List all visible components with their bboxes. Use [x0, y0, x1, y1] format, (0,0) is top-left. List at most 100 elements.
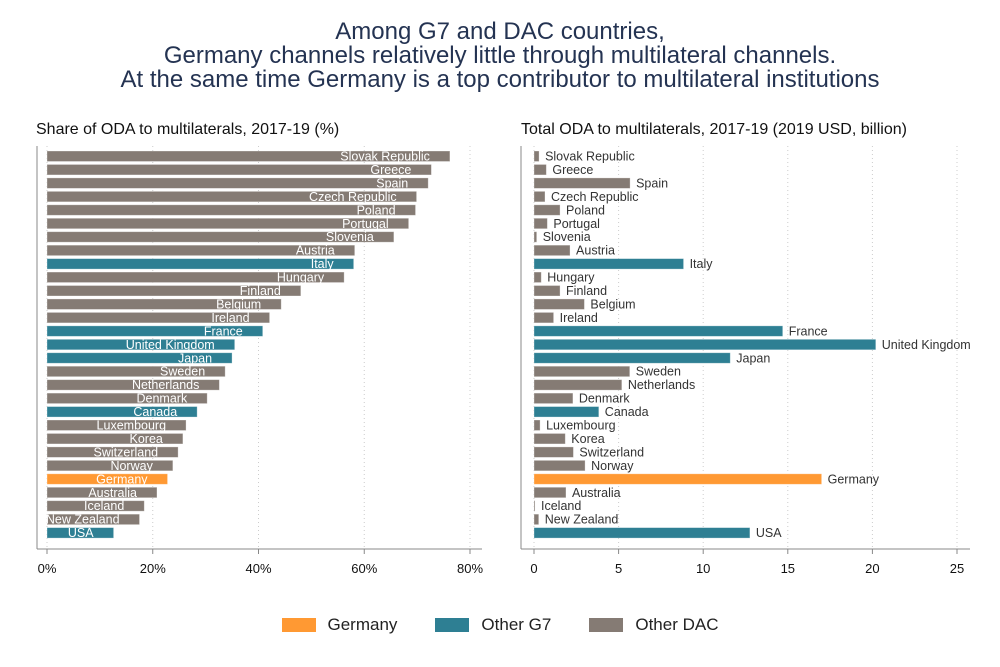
bar-label: Poland: [566, 203, 605, 217]
bar-label: Luxembourg: [546, 419, 616, 433]
bar-spain: [533, 177, 631, 189]
bar-korea: [533, 433, 566, 445]
bar-hungary: [533, 271, 542, 283]
bar-sweden: [46, 365, 226, 378]
bar-label: Sweden: [160, 365, 205, 379]
bar-switzerland: [533, 446, 574, 458]
x-tick-label: 60%: [351, 561, 377, 576]
bar-finland: [533, 285, 561, 297]
bar-label: United Kingdom: [882, 338, 971, 352]
bar-slovenia: [533, 231, 538, 243]
bar-korea: [46, 433, 184, 445]
bar-label: Austria: [576, 244, 615, 258]
bar-united-kingdom: [46, 338, 236, 351]
bar-label: Austria: [296, 244, 335, 258]
bar-denmark: [46, 392, 208, 405]
bar-label: France: [204, 324, 243, 338]
bar-iceland: [46, 500, 145, 512]
bar-label: Spain: [636, 176, 668, 190]
bar-japan: [533, 352, 731, 364]
bar-label: Greece: [370, 163, 411, 177]
legend-label: Other G7: [481, 615, 552, 634]
bar-label: USA: [68, 526, 94, 540]
legend-item-other-dac: Other DAC: [589, 615, 718, 635]
bar-portugal: [533, 217, 548, 230]
x-tick-label: 40%: [245, 561, 271, 576]
bar-slovak-republic: [533, 150, 540, 162]
bar-austria: [46, 244, 356, 257]
bar-norway: [533, 459, 586, 472]
left-chart: 0% 20% 40% 60% 80% Slovak RepublicGreeceSpain…: [36, 146, 483, 576]
bar-label: Hungary: [277, 271, 325, 285]
bar-label: Belgium: [216, 297, 261, 311]
bar-label: Denmark: [579, 392, 630, 406]
bar-label: New Zealand: [46, 513, 120, 527]
x-tick-label: 25: [950, 561, 964, 576]
bar-label: Korea: [130, 432, 163, 446]
bar-usa: [46, 527, 115, 539]
bar-italy: [533, 258, 684, 270]
bar-label: Slovenia: [543, 230, 591, 244]
title-line-3: At the same time Germany is a top contri…: [120, 66, 880, 93]
bar-sweden: [533, 365, 631, 378]
bar-label: Portugal: [553, 217, 600, 231]
title-line-2: Germany channels relatively little throu…: [163, 42, 837, 69]
bar-finland: [46, 285, 302, 297]
bar-label: Poland: [357, 203, 396, 217]
legend: Germany Other G7 Other DAC: [0, 615, 1000, 635]
bar-germany: [46, 473, 168, 485]
bar-denmark: [533, 392, 574, 405]
bar-label: Iceland: [84, 499, 124, 513]
bar-label: Slovenia: [326, 230, 374, 244]
bar-label: USA: [756, 526, 782, 540]
bar-australia: [533, 486, 567, 499]
bar-label: Switzerland: [94, 445, 159, 459]
bar-united-kingdom: [533, 338, 877, 351]
legend-swatch: [589, 618, 624, 632]
bar-label: Portugal: [342, 217, 389, 231]
x-tick-label: 10: [696, 561, 710, 576]
bar-label: Japan: [178, 351, 212, 365]
bar-label: Denmark: [136, 392, 187, 406]
x-tick-label: 20: [865, 561, 879, 576]
bar-luxembourg: [533, 419, 541, 431]
legend-swatch: [435, 618, 470, 632]
bar-belgium: [533, 298, 585, 310]
x-tick-label: 15: [781, 561, 795, 576]
bar-label: Netherlands: [628, 378, 695, 392]
legend-item-other-g7: Other G7: [435, 615, 551, 635]
bar-label: Norway: [591, 459, 634, 473]
bar-spain: [46, 177, 429, 189]
bar-usa: [533, 527, 751, 539]
bar-canada: [533, 406, 600, 418]
bar-portugal: [46, 217, 410, 230]
bar-france: [46, 325, 264, 337]
bar-canada: [46, 406, 198, 418]
title-line-1: Among G7 and DAC countries,: [335, 18, 665, 45]
bar-label: Ireland: [211, 311, 249, 325]
bar-label: France: [789, 324, 828, 338]
bar-label: Spain: [376, 176, 408, 190]
legend-item-germany: Germany: [281, 615, 397, 635]
left-chart-title: Share of ODA to multilaterals, 2017-19 (…: [36, 121, 340, 138]
legend-label: Other DAC: [635, 615, 719, 634]
x-tick-label: 0: [530, 561, 537, 576]
bar-label: Japan: [736, 351, 770, 365]
bar-poland: [533, 204, 561, 216]
x-tick-label: 80%: [457, 561, 483, 576]
bar-label: Luxembourg: [97, 419, 167, 433]
bar-czech-republic: [46, 190, 417, 203]
bar-czech-republic: [533, 190, 546, 203]
bar-label: Canada: [133, 405, 177, 419]
bar-label: Italy: [690, 257, 714, 271]
bar-label: Greece: [552, 163, 593, 177]
bar-greece: [46, 164, 432, 176]
legend-swatch: [281, 618, 316, 632]
x-tick-label: 0%: [38, 561, 57, 576]
bar-hungary: [46, 271, 345, 283]
bar-label: Italy: [311, 257, 335, 271]
x-tick-label: 20%: [140, 561, 166, 576]
